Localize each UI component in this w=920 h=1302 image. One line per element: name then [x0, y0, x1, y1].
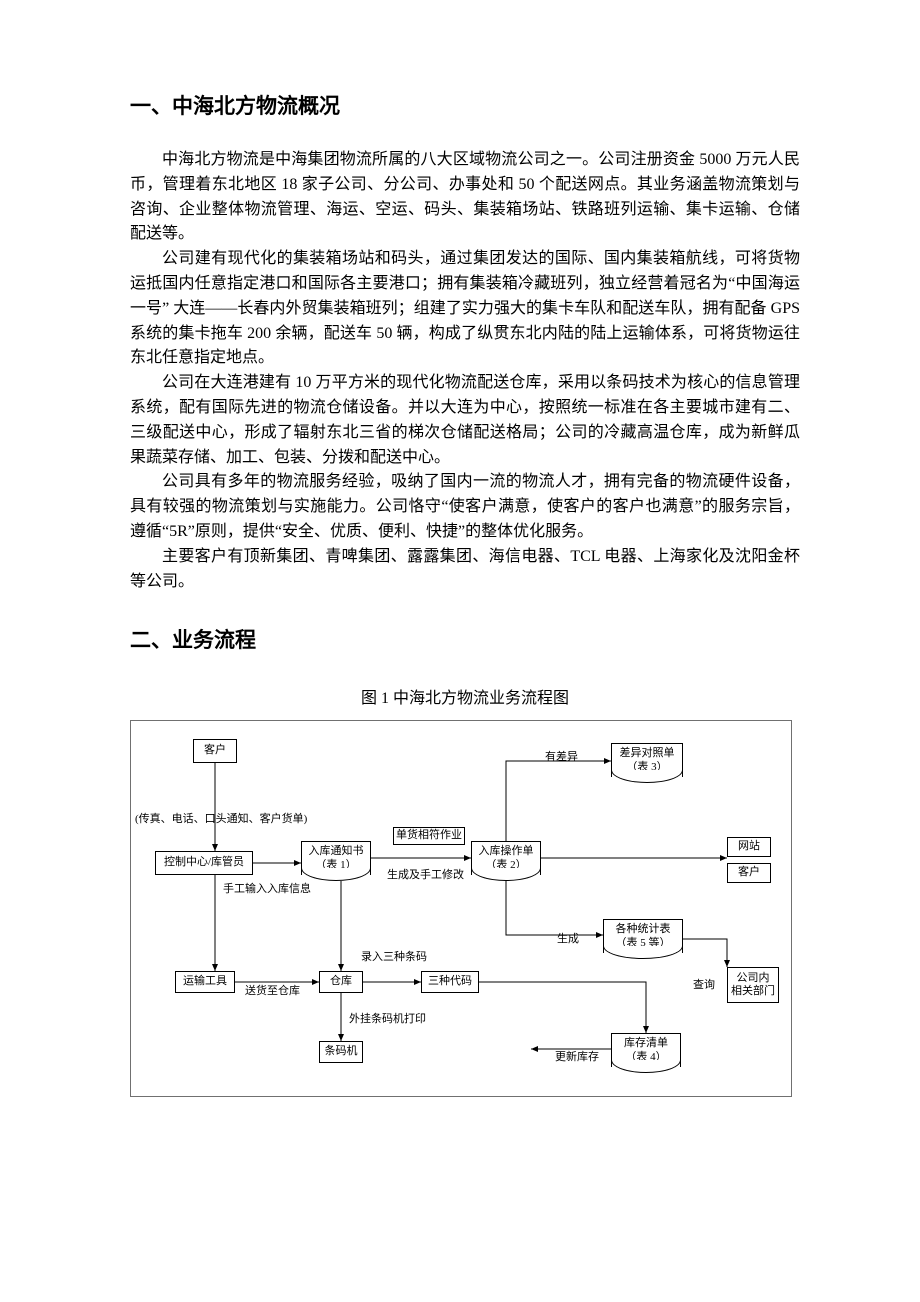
label-enter-barcode: 录入三种条码 — [361, 951, 427, 964]
node-customer-2: 客户 — [727, 863, 771, 883]
node-transport: 运输工具 — [175, 971, 235, 993]
label-generate: 生成 — [557, 933, 579, 946]
paragraph: 公司具有多年的物流服务经验，吸纳了国内一流的物流人才，拥有完备的物流硬件设备，具… — [130, 470, 800, 544]
label-update-inv: 更新库存 — [555, 1051, 599, 1064]
flowchart-edges — [131, 721, 791, 1096]
paragraph: 中海北方物流是中海集团物流所属的八大区域物流公司之一。公司注册资金 5000 万… — [130, 148, 800, 247]
section-2-heading: 二、业务流程 — [130, 624, 800, 654]
node-customer: 客户 — [193, 739, 237, 763]
node-stats: 各种统计表（表 5 等） — [603, 919, 683, 953]
node-inbound-order: 入库操作单（表 2） — [471, 841, 541, 875]
label-has-diff: 有差异 — [545, 751, 578, 764]
label-manual-input: 手工输入入库信息 — [223, 883, 311, 896]
section-1-body: 中海北方物流是中海集团物流所属的八大区域物流公司之一。公司注册资金 5000 万… — [130, 148, 800, 594]
node-three-code: 三种代码 — [421, 971, 479, 993]
node-website: 网站 — [727, 837, 771, 857]
paragraph: 公司在大连港建有 10 万平方米的现代化物流配送仓库，采用以条码技术为核心的信息… — [130, 371, 800, 470]
label-gen-or-edit: 生成及手工修改 — [387, 869, 464, 882]
node-dept: 公司内相关部门 — [727, 967, 779, 1003]
paragraph: 公司建有现代化的集装箱场站和码头，通过集团发达的国际、国内集装箱航线，可将货物运… — [130, 247, 800, 371]
label-deliver: 送货至仓库 — [245, 985, 300, 998]
paragraph: 主要客户有顶新集团、青啤集团、露露集团、海信电器、TCL 电器、上海家化及沈阳金… — [130, 545, 800, 595]
node-control-center: 控制中心/库管员 — [155, 851, 253, 875]
figure-caption: 图 1 中海北方物流业务流程图 — [130, 684, 800, 708]
label-fax: (传真、电话、口头通知、客户货单) — [135, 813, 307, 826]
node-inbound-notice: 入库通知书（表 1） — [301, 841, 371, 875]
node-inventory: 库存清单（表 4） — [611, 1033, 681, 1067]
node-diff-sheet: 差异对照单（表 3） — [611, 743, 683, 777]
node-barcode: 条码机 — [319, 1041, 363, 1063]
business-flowchart: 客户 控制中心/库管员 入库通知书（表 1） 单货相符作业 入库操作单（表 2）… — [130, 720, 792, 1097]
node-op-job: 单货相符作业 — [393, 827, 465, 845]
label-ext-print: 外挂条码机打印 — [349, 1013, 426, 1026]
section-1-heading: 一、中海北方物流概况 — [130, 90, 800, 120]
label-query: 查询 — [693, 979, 715, 992]
node-warehouse: 仓库 — [319, 971, 363, 993]
document-page: 一、中海北方物流概况 中海北方物流是中海集团物流所属的八大区域物流公司之一。公司… — [0, 0, 920, 1137]
